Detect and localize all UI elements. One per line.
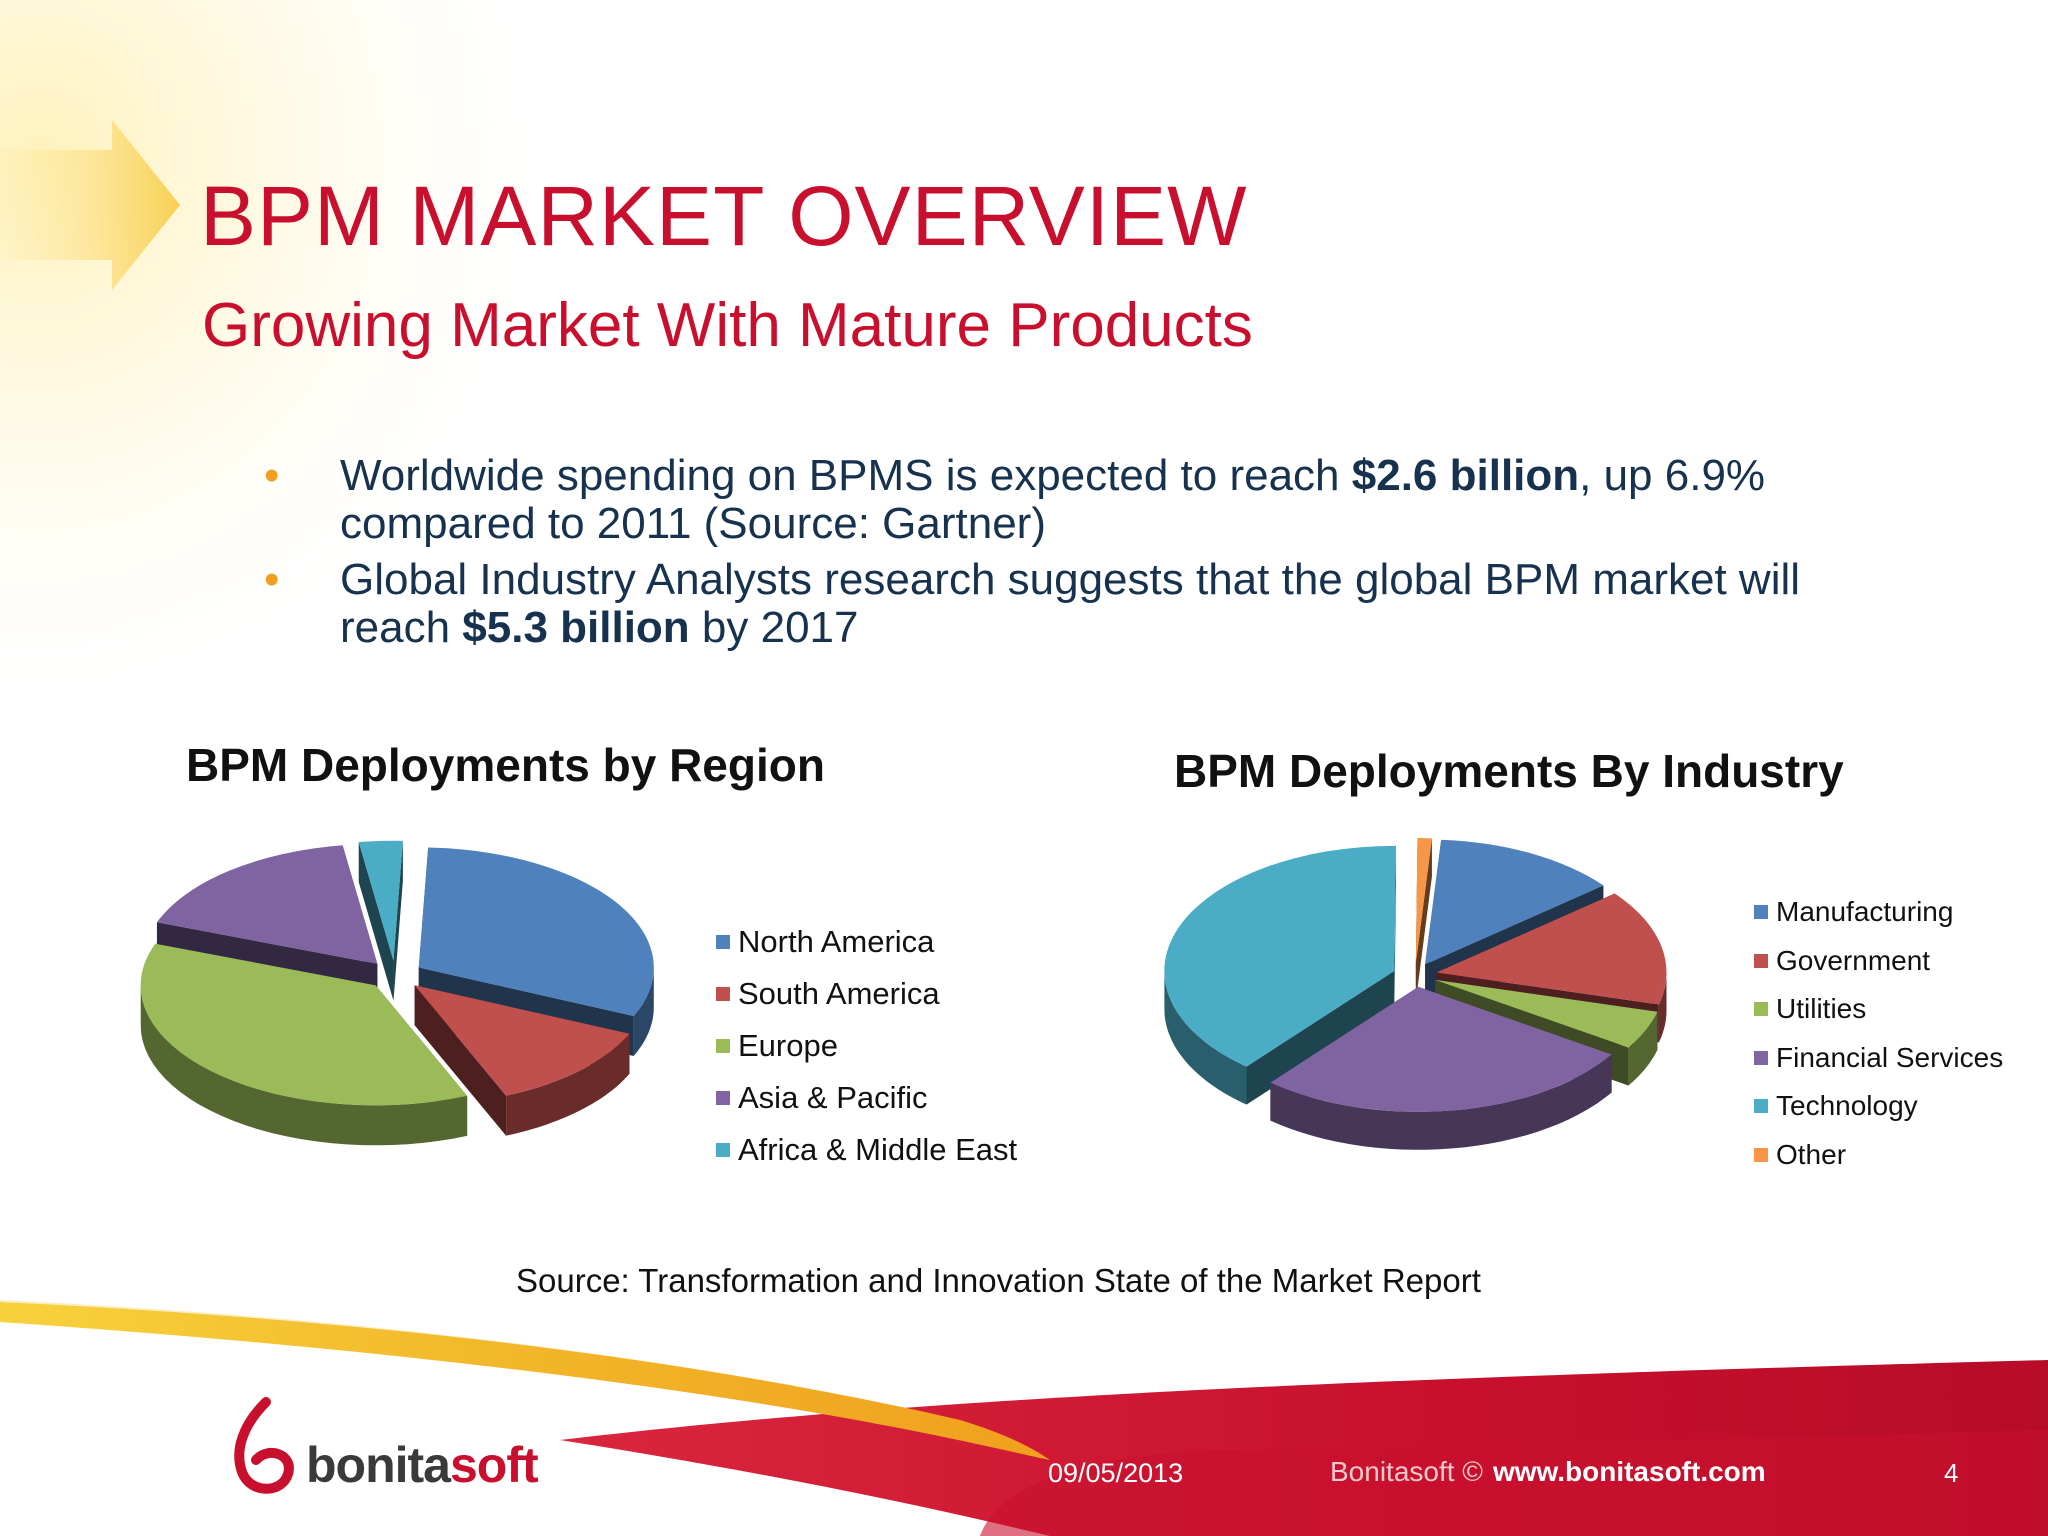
region-side-north-america bbox=[633, 967, 654, 1056]
region-wall-africa-and-middle-east bbox=[358, 842, 394, 1001]
pie-chart-industry bbox=[1164, 838, 1667, 1150]
industry-legend-label: Technology bbox=[1776, 1090, 1918, 1122]
bullet-text-pre: Worldwide spending on BPMS is expected t… bbox=[340, 451, 1352, 500]
industry-legend-swatch bbox=[1754, 1147, 1768, 1162]
copyright-text: Bonitasoft © bbox=[1330, 1456, 1483, 1487]
region-slice-south-america bbox=[414, 985, 630, 1096]
region-legend-label: Asia & Pacific bbox=[738, 1080, 928, 1115]
region-legend-label: Europe bbox=[738, 1028, 838, 1063]
page-number: 4 bbox=[1944, 1458, 1959, 1488]
pie-chart-region bbox=[140, 840, 654, 1146]
industry-side-technology bbox=[1164, 970, 1247, 1105]
bonitasoft-logo: bonitasoft bbox=[224, 1394, 539, 1504]
industry-legend-label: Manufacturing bbox=[1776, 896, 1954, 928]
industry-legend-item: Manufacturing bbox=[1754, 888, 2003, 937]
bullet-text-bold: $2.6 billion bbox=[1351, 451, 1580, 500]
industry-slices bbox=[1164, 838, 1667, 1150]
industry-side-government bbox=[1658, 972, 1667, 1043]
footer-url-link[interactable]: www.bonitasoft.com bbox=[1492, 1456, 1766, 1487]
industry-legend-label: Utilities bbox=[1776, 993, 1867, 1025]
industry-legend-item: Other bbox=[1754, 1131, 2003, 1180]
logo-text-main: bonita bbox=[306, 1437, 451, 1493]
region-slice-europe bbox=[140, 943, 468, 1106]
bonitasoft-swirl-icon bbox=[234, 1397, 294, 1494]
industry-legend-swatch bbox=[1754, 1002, 1768, 1017]
bullet-item: • Worldwide spending on BPMS is expected… bbox=[260, 452, 1840, 548]
industry-slice-utilities bbox=[1435, 979, 1658, 1048]
region-side-south-america bbox=[506, 1033, 630, 1136]
region-legend-label: South America bbox=[738, 976, 940, 1011]
region-wall-south-america bbox=[414, 985, 507, 1136]
legend-industry: Manufacturing Government Utilities Financia… bbox=[1754, 888, 2003, 1179]
footer-date: 09/05/2013 bbox=[1048, 1458, 1184, 1488]
industry-legend-item: Financial Services bbox=[1754, 1034, 2003, 1083]
region-legend-label: Africa & Middle East bbox=[738, 1132, 1018, 1167]
region-slice-north-america bbox=[418, 847, 654, 1017]
region-legend-item: Asia & Pacific bbox=[716, 1072, 1017, 1124]
chart-title-industry: BPM Deployments By Industry bbox=[1174, 745, 1844, 797]
region-legend-item: Africa & Middle East bbox=[716, 1124, 1017, 1176]
region-legend-swatch bbox=[716, 1143, 730, 1157]
industry-wall-other bbox=[1415, 838, 1432, 1002]
industry-legend-swatch bbox=[1754, 953, 1768, 968]
industry-legend-item: Utilities bbox=[1754, 985, 2003, 1034]
industry-legend-swatch bbox=[1754, 1099, 1768, 1114]
region-legend-swatch bbox=[716, 1039, 730, 1053]
region-legend-item: South America bbox=[716, 968, 1017, 1020]
region-legend-swatch bbox=[716, 1091, 730, 1105]
industry-legend-label: Financial Services bbox=[1776, 1041, 2004, 1073]
industry-legend-item: Technology bbox=[1754, 1082, 2003, 1131]
industry-slice-manufacturing bbox=[1425, 839, 1604, 965]
region-legend-swatch bbox=[716, 987, 730, 1001]
industry-slice-financial-services bbox=[1270, 986, 1612, 1112]
bullet-list: • Worldwide spending on BPMS is expected… bbox=[260, 452, 1840, 660]
bullet-item: • Global Industry Analysts research sugg… bbox=[260, 556, 1840, 652]
region-wall-africa-and-middle-east bbox=[393, 840, 403, 1001]
footer-copyright: Bonitasoft © www.bonitasoft.com bbox=[1330, 1456, 1766, 1488]
bullet-text-bold: $5.3 billion bbox=[462, 603, 690, 652]
slide-subtitle: Growing Market With Mature Products bbox=[202, 291, 1253, 360]
source-note: Source: Transformation and Innovation St… bbox=[516, 1262, 1481, 1299]
slide-title: BPM MARKET OVERVIEW bbox=[200, 169, 1248, 263]
region-side-europe bbox=[140, 985, 468, 1146]
logo-text-accent: soft bbox=[449, 1437, 539, 1493]
region-slices bbox=[140, 840, 654, 1146]
industry-slice-other bbox=[1415, 838, 1432, 964]
region-slice-asia-and-pacific bbox=[156, 845, 378, 964]
industry-side-financial-services bbox=[1270, 1054, 1612, 1150]
bullet-icon: • bbox=[264, 451, 280, 500]
industry-slice-technology bbox=[1164, 845, 1397, 1067]
chart-title-region: BPM Deployments by Region bbox=[186, 739, 825, 791]
industry-wall-technology bbox=[1394, 845, 1397, 1009]
industry-slice-government bbox=[1436, 893, 1667, 1005]
region-legend-swatch bbox=[716, 935, 730, 949]
industry-legend-swatch bbox=[1754, 905, 1768, 920]
region-legend-label: North America bbox=[738, 924, 935, 959]
industry-legend-swatch bbox=[1754, 1050, 1768, 1065]
region-legend-item: North America bbox=[716, 916, 1017, 968]
industry-legend-label: Government bbox=[1776, 944, 1931, 976]
legend-region: North America South America Europe Asia & P… bbox=[716, 916, 1017, 1176]
industry-legend-label: Other bbox=[1776, 1138, 1847, 1170]
bullet-text-pre: Global Industry Analysts research sugges… bbox=[340, 555, 1801, 652]
industry-legend-item: Government bbox=[1754, 937, 2003, 986]
bullet-text-post: , up 6.9% compared to 2011 (Source: Gart… bbox=[340, 451, 1766, 548]
region-slice-africa-and-middle-east bbox=[358, 840, 403, 961]
region-legend-item: Europe bbox=[716, 1020, 1017, 1072]
industry-wall-technology bbox=[1246, 970, 1395, 1105]
bullet-text-post: by 2017 bbox=[689, 603, 859, 652]
bullet-icon: • bbox=[264, 555, 280, 604]
industry-side-utilities bbox=[1628, 1011, 1658, 1086]
